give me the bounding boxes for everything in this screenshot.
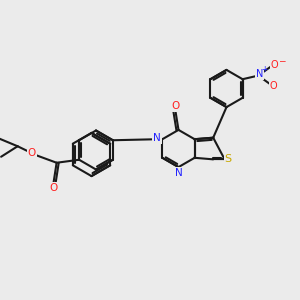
Text: O: O: [270, 81, 278, 91]
Text: O: O: [50, 183, 58, 193]
Text: N: N: [153, 133, 161, 143]
Text: −: −: [278, 56, 285, 65]
Text: S: S: [225, 154, 232, 164]
Text: O: O: [28, 148, 36, 158]
Text: N: N: [175, 168, 182, 178]
Text: O: O: [271, 59, 278, 70]
Text: O: O: [171, 101, 180, 111]
Text: N: N: [256, 69, 263, 79]
Text: +: +: [262, 64, 268, 74]
